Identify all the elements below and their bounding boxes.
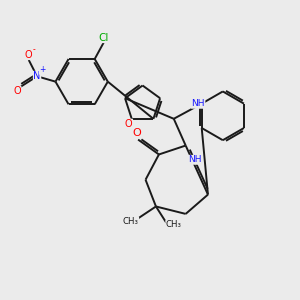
Text: +: + — [39, 65, 46, 74]
Text: O: O — [125, 119, 133, 129]
Text: NH: NH — [189, 155, 202, 164]
Text: NH: NH — [191, 99, 205, 108]
Text: Cl: Cl — [98, 33, 109, 43]
Text: O: O — [25, 50, 32, 60]
Text: O: O — [132, 128, 141, 138]
Text: CH₃: CH₃ — [123, 217, 139, 226]
Text: -: - — [33, 45, 35, 54]
Text: O: O — [13, 86, 21, 96]
Text: CH₃: CH₃ — [166, 220, 182, 230]
Text: N: N — [33, 71, 41, 81]
